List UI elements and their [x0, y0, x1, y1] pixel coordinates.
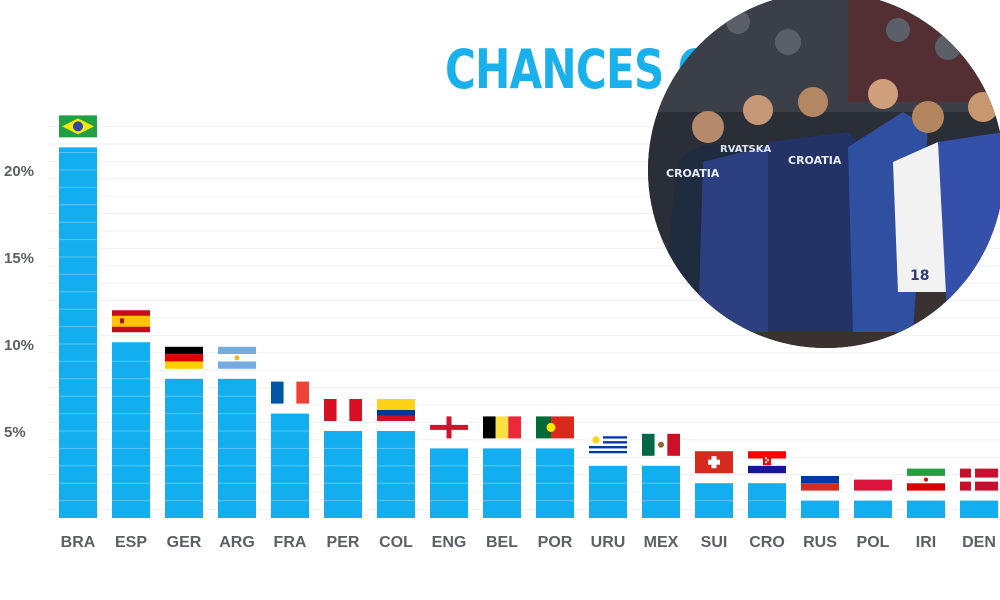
- spain-flag-icon: [112, 310, 150, 333]
- x-tick-label: SUI: [701, 534, 728, 551]
- argentina-flag-icon: [218, 346, 256, 369]
- england-flag-icon: [430, 416, 468, 439]
- team-photo: CROATIA CROATIA RVATSKA 18: [648, 0, 1000, 348]
- uruguay-flag-icon: [589, 433, 627, 456]
- bar-per: [324, 431, 362, 518]
- denmark-flag-icon: [960, 468, 998, 491]
- bar-col: [377, 431, 415, 518]
- x-tick-label: BEL: [486, 534, 518, 551]
- shirt-text: RVATSKA: [720, 144, 771, 155]
- brazil-flag-icon: [59, 115, 97, 138]
- peru-flag-icon: [324, 399, 362, 421]
- shirt-text: CROATIA: [788, 154, 842, 167]
- x-tick-label: ARG: [219, 534, 255, 551]
- y-tick-label: 5%: [4, 424, 26, 441]
- x-tick-label: COL: [379, 534, 413, 551]
- bar-den: [960, 500, 998, 518]
- y-tick-labels: 5% 10% 15% 20%: [4, 163, 34, 441]
- bar-uru: [589, 465, 627, 518]
- x-tick-label: ESP: [115, 534, 147, 551]
- bar-esp: [112, 342, 150, 518]
- iran-flag-icon: [907, 468, 945, 491]
- mexico-flag-icon: [642, 433, 680, 456]
- player-number: 18: [910, 268, 929, 284]
- poland-flag-icon: [854, 468, 892, 491]
- x-tick-label: IRI: [916, 534, 936, 551]
- x-tick-label: ENG: [432, 534, 467, 551]
- x-tick-label: BRA: [61, 534, 96, 551]
- bar-pol: [854, 500, 892, 518]
- y-tick-label: 15%: [4, 250, 34, 267]
- portugal-flag-icon: [536, 416, 574, 439]
- x-tick-label: POR: [538, 534, 573, 551]
- bar-bra: [59, 147, 97, 518]
- colombia-flag-icon: [377, 399, 415, 421]
- x-tick-label: POL: [857, 534, 890, 551]
- x-tick-label: MEX: [644, 534, 679, 551]
- bars: [59, 147, 998, 518]
- germany-flag-icon: [165, 346, 203, 369]
- x-tick-label: URU: [591, 534, 626, 551]
- x-tick-label: FRA: [274, 534, 307, 551]
- france-flag-icon: [271, 381, 309, 404]
- x-tick-label: CRO: [749, 534, 785, 551]
- x-tick-label: DEN: [962, 534, 996, 551]
- switzerland-flag-icon: [695, 451, 733, 474]
- x-tick-label: GER: [167, 534, 202, 551]
- russia-flag-icon: [801, 468, 839, 491]
- x-tick-label: RUS: [803, 534, 837, 551]
- x-tick-labels: BRA ESP GER ARG FRA PER COL ENG BEL POR URU MEX SUI C…: [61, 534, 996, 551]
- shirt-text: CROATIA: [666, 167, 720, 180]
- bar-iri: [907, 500, 945, 518]
- x-tick-label: PER: [327, 534, 360, 551]
- belgium-flag-icon: [483, 416, 521, 439]
- celebration-image: CROATIA CROATIA RVATSKA 18: [648, 0, 1000, 348]
- y-tick-label: 20%: [4, 163, 34, 180]
- croatia-flag-icon: [748, 451, 786, 474]
- flags: [59, 115, 998, 491]
- bar-rus: [801, 500, 839, 518]
- y-tick-label: 10%: [4, 337, 34, 354]
- bar-mex: [642, 465, 680, 518]
